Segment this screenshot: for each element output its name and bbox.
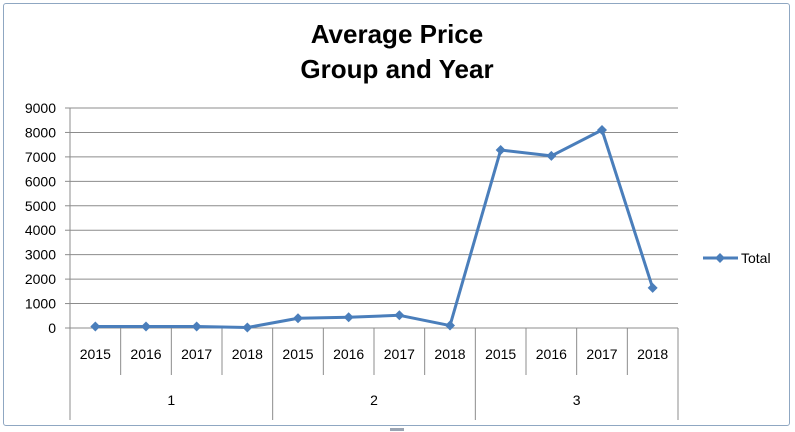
- legend-label: Total: [741, 250, 771, 266]
- x-tick-label-year: 2016: [333, 346, 364, 362]
- data-point-marker: [191, 321, 202, 332]
- y-tick-label: 6000: [25, 173, 56, 189]
- y-tick-label: 3000: [25, 247, 56, 263]
- data-point-marker: [445, 320, 455, 331]
- series-total: [90, 125, 658, 333]
- y-tick-label: 9000: [25, 100, 56, 116]
- y-tick-label: 7000: [25, 149, 56, 165]
- y-tick-label: 0: [48, 320, 56, 336]
- data-point-marker: [141, 321, 151, 332]
- chart-frame[interactable]: [3, 3, 790, 426]
- legend[interactable]: Total: [703, 250, 771, 266]
- data-point-marker: [546, 150, 557, 161]
- y-tick-label: 4000: [25, 222, 56, 238]
- x-tick-label-year: 2017: [586, 346, 617, 362]
- x-tick-label-year: 2017: [181, 346, 212, 362]
- x-tick-label-year: 2015: [485, 346, 516, 362]
- data-point-marker: [647, 282, 658, 293]
- x-tick-label-year: 2015: [282, 346, 313, 362]
- x-tick-label-year: 2015: [80, 346, 111, 362]
- data-point-marker: [597, 125, 607, 135]
- y-tick-label: 1000: [25, 296, 56, 312]
- gridlines: [70, 107, 678, 305]
- resize-handle-bottom[interactable]: [390, 428, 404, 431]
- x-group-label: 3: [573, 392, 581, 408]
- data-point-marker: [242, 322, 253, 333]
- x-tick-label-year: 2018: [232, 346, 263, 362]
- x-tick-label-year: 2018: [637, 346, 668, 362]
- y-tick-label: 5000: [25, 198, 56, 214]
- data-point-marker: [394, 310, 405, 321]
- data-point-marker: [495, 145, 506, 156]
- y-tick-label: 2000: [25, 271, 56, 287]
- x-tick-label-year: 2017: [384, 346, 415, 362]
- y-tick-label: 8000: [25, 124, 56, 140]
- data-point-marker: [293, 313, 303, 324]
- x-tick-label-year: 2018: [434, 346, 465, 362]
- series-line: [95, 128, 655, 330]
- x-axis: 2015 2016 2017 2018 2015 2016 2017 2018 2015 2016…: [69, 327, 679, 420]
- chart-title-line-1: Average Price: [311, 19, 483, 49]
- y-axis: 0 1000 2000 3000 4000 5000 6000 7000 8000 9000: [25, 100, 71, 336]
- chart-title: Average Price Group and Year: [300, 19, 493, 84]
- x-group-label: 1: [167, 392, 175, 408]
- data-point-marker: [343, 312, 354, 323]
- x-tick-label-year: 2016: [536, 346, 567, 362]
- x-tick-label-year: 2016: [130, 346, 161, 362]
- x-group-label: 2: [370, 392, 378, 408]
- legend-marker: [715, 253, 725, 263]
- chart-title-line-2: Group and Year: [300, 54, 493, 84]
- data-point-marker: [90, 321, 101, 332]
